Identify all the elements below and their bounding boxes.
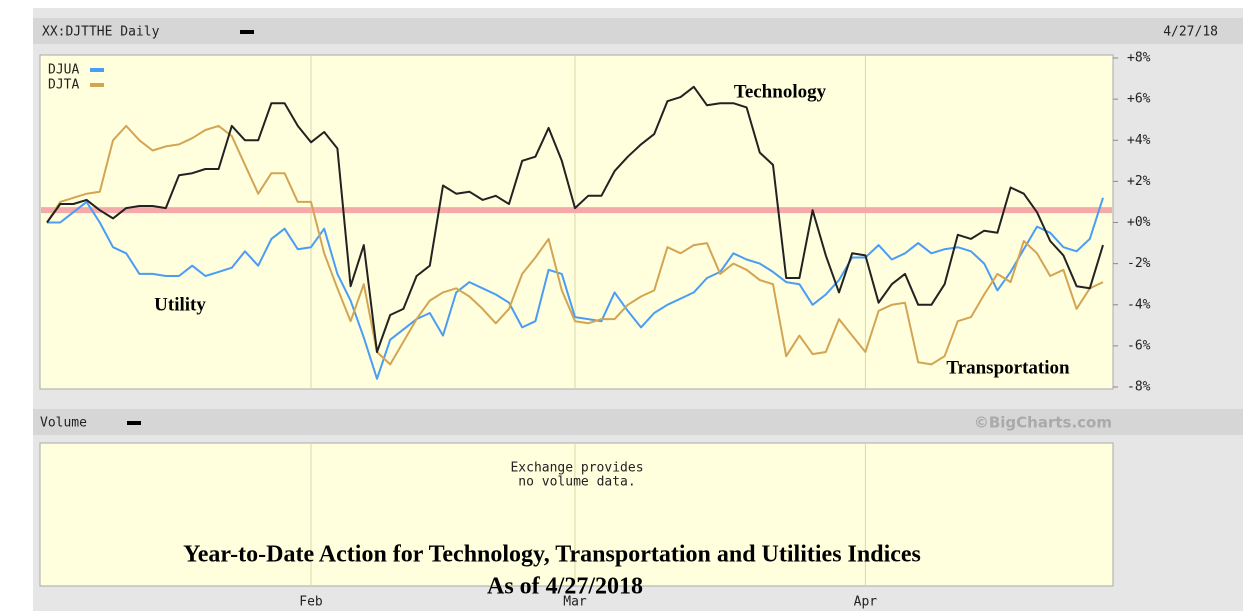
header-bar <box>33 18 1243 44</box>
y-tick-label: +4% <box>1127 133 1151 148</box>
y-tick-label: -6% <box>1127 338 1151 353</box>
legend-swatch <box>90 83 104 87</box>
annotation: Technology <box>734 81 827 102</box>
date-label: 4/27/18 <box>1163 25 1218 40</box>
chart-title: XX:DJTTHE Daily <box>42 25 160 40</box>
volume-swatch <box>127 421 141 425</box>
series-line <box>46 124 1104 366</box>
series-line <box>46 85 1104 353</box>
legend-label: DJUA <box>48 63 79 78</box>
annotation: Transportation <box>946 357 1070 378</box>
credit: ©BigCharts.com <box>974 414 1112 432</box>
caption: Year-to-Date Action for Technology, Tran… <box>183 542 921 568</box>
x-tick-label: Feb <box>299 595 323 610</box>
main-layer: +8% +6% +4% +2% +0% -2% -4% -6% -8% Feb Mar Apr DJUA… <box>41 51 1151 610</box>
plot-area <box>39 54 1114 390</box>
series-line <box>47 197 1104 380</box>
y-tick-label: +6% <box>1127 92 1151 107</box>
y-tick-label: -2% <box>1127 256 1151 271</box>
volume-note: no volume data. <box>518 475 635 490</box>
volume-note: Exchange provides <box>510 461 643 476</box>
y-tick-label: -8% <box>1127 380 1151 395</box>
volume-bar <box>33 409 1243 435</box>
y-tick-label: +0% <box>1127 215 1151 230</box>
volume-label: Volume <box>40 416 87 431</box>
legend-swatch <box>90 68 104 72</box>
legend-label: DJTA <box>48 78 79 93</box>
y-tick-label: -4% <box>1127 297 1151 312</box>
volume-area <box>39 442 1114 587</box>
caption: As of 4/27/2018 <box>487 574 643 600</box>
title-swatch <box>240 30 254 34</box>
y-tick-label: +2% <box>1127 174 1151 189</box>
annotation: Utility <box>154 294 206 315</box>
x-tick-label: Apr <box>854 595 878 610</box>
x-tick-label: Mar <box>563 595 587 610</box>
grid-layer <box>310 56 1118 585</box>
y-tick-label: +8% <box>1127 51 1151 66</box>
